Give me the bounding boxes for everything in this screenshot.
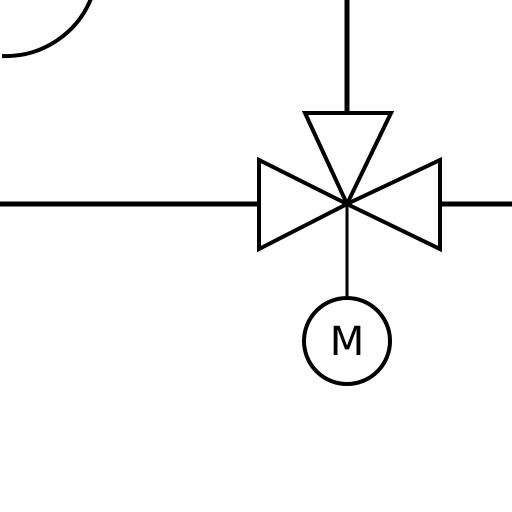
valve-port-left [257, 156, 352, 253]
motor-label: M [330, 319, 365, 365]
valve-port-right [342, 156, 442, 253]
three-way-valve [257, 111, 442, 253]
partial-instrument-circle [1, 0, 93, 59]
motor-circle [302, 296, 392, 386]
motor-actuator: M [302, 296, 392, 386]
valve-port-top [301, 111, 395, 209]
